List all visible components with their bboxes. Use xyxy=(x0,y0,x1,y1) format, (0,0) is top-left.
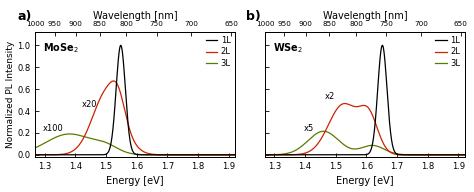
Legend: 1L, 2L, 3L: 1L, 2L, 3L xyxy=(432,33,464,71)
Text: x5: x5 xyxy=(303,124,314,133)
Text: WSe$_2$: WSe$_2$ xyxy=(273,41,303,55)
Legend: 1L, 2L, 3L: 1L, 2L, 3L xyxy=(202,33,234,71)
Y-axis label: Normalized PL Intensity: Normalized PL Intensity xyxy=(6,41,15,148)
X-axis label: Energy [eV]: Energy [eV] xyxy=(336,176,394,186)
Text: x100: x100 xyxy=(43,124,64,133)
Text: x20: x20 xyxy=(82,100,97,109)
Text: a): a) xyxy=(17,10,31,23)
X-axis label: Energy [eV]: Energy [eV] xyxy=(106,176,164,186)
Text: MoSe$_2$: MoSe$_2$ xyxy=(44,41,79,55)
Text: b): b) xyxy=(246,10,261,23)
X-axis label: Wavelength [nm]: Wavelength [nm] xyxy=(323,11,407,21)
X-axis label: Wavelength [nm]: Wavelength [nm] xyxy=(93,11,177,21)
Text: x2: x2 xyxy=(325,92,335,101)
